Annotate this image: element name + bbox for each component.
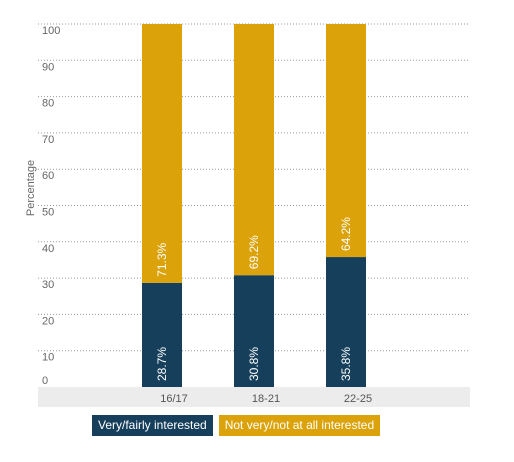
y-tick-label-0: 0 (42, 375, 48, 387)
y-tick-label-80: 80 (42, 98, 54, 110)
y-tick-label-10: 10 (42, 352, 54, 364)
y-axis-label: Percentage (25, 160, 37, 216)
y-tick-label-70: 70 (42, 134, 54, 146)
bar-segment-not-interested-0 (142, 24, 182, 283)
data-label-interested-2: 35.8% (339, 347, 353, 381)
bar-segment-not-interested-2 (326, 24, 366, 258)
bar-segment-interested-1 (234, 275, 274, 387)
legend: Very/fairly interested Not very/not at a… (92, 415, 381, 436)
data-label-interested-1: 30.8% (247, 347, 261, 381)
bar-segment-interested-2 (326, 257, 366, 387)
y-tick-label-30: 30 (42, 279, 54, 291)
bar-segment-interested-0 (142, 282, 182, 387)
data-label-not-interested-1: 69.2% (247, 235, 261, 269)
y-tick-label-90: 90 (42, 61, 54, 73)
y-tick-label-60: 60 (42, 170, 54, 182)
legend-item-not-very-interested: Not very/not at all interested (218, 415, 381, 436)
y-tick-label-100: 100 (42, 25, 60, 37)
data-label-not-interested-0: 71.3% (155, 242, 169, 276)
bar-segment-not-interested-1 (234, 24, 274, 276)
category-label-2: 22-25 (344, 393, 372, 405)
y-tick-label-40: 40 (42, 243, 54, 255)
category-label-1: 18-21 (252, 393, 280, 405)
legend-item-very-fairly-interested: Very/fairly interested (92, 415, 213, 436)
data-label-interested-0: 28.7% (155, 347, 169, 381)
category-label-0: 16/17 (160, 393, 188, 405)
category-axis-band (38, 387, 470, 407)
y-tick-label-50: 50 (42, 207, 54, 219)
y-tick-label-20: 20 (42, 315, 54, 327)
data-label-not-interested-2: 64.2% (339, 217, 353, 251)
